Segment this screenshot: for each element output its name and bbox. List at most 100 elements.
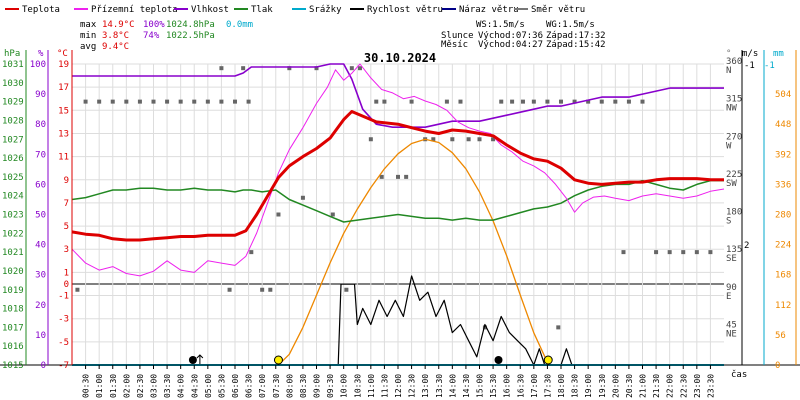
sunrise-icon	[273, 355, 283, 365]
x-tick-label: 17:00	[530, 374, 539, 398]
wind-dir-point	[97, 99, 102, 104]
tick-label-direction: 315	[726, 95, 742, 105]
tick-label-pressure: 1028	[2, 116, 24, 126]
tick-label-temp: 19	[58, 60, 69, 70]
wind-dir-point	[654, 250, 659, 255]
tick-label-direction-name: N	[726, 66, 731, 76]
tick-label-pressure: 1016	[2, 342, 24, 352]
series-line-vlhkost	[72, 63, 724, 128]
wind-dir-point	[219, 66, 224, 71]
tick-label-temp: 11	[58, 153, 69, 163]
unit-deg: °	[726, 49, 731, 59]
x-tick-label: 16:30	[516, 374, 525, 398]
tick-label-pressure: 1021	[2, 248, 24, 258]
tick-label-solar: 112	[775, 301, 791, 311]
wind-dir-point	[330, 212, 335, 217]
tick-label-humidity: 20	[35, 301, 46, 311]
unit-ms: m/s	[742, 49, 758, 59]
wind-dir-point	[444, 99, 449, 104]
moonrise-icon	[188, 356, 197, 364]
wind-dir-point	[227, 287, 232, 292]
tick-label-direction: 180	[726, 208, 742, 218]
wind-dir-point	[124, 99, 129, 104]
legend-label: Směr větru	[531, 5, 585, 15]
tick-label-humidity: 30	[35, 271, 46, 281]
x-tick-label: 05:30	[217, 374, 226, 398]
tick-label-humidity: 40	[35, 241, 46, 251]
wind-dir-point	[382, 99, 387, 104]
tick-label-temp: 7	[64, 199, 69, 209]
unit-hpa: hPa	[4, 49, 20, 59]
moonset-icon	[494, 356, 503, 364]
tick-label-temp: -7	[58, 361, 69, 371]
info-ws: WS:1.5m/s	[476, 20, 525, 30]
wind-dir-point	[510, 99, 515, 104]
x-tick-label: 02:00	[122, 374, 131, 398]
tick-label-pressure: 1019	[2, 286, 24, 296]
stats-min-press: 1022.5hPa	[166, 31, 215, 41]
tick-label-pressure: 1027	[2, 135, 24, 145]
x-tick-label: 09:00	[313, 374, 322, 398]
tick-label-temp: 3	[64, 245, 69, 255]
x-tick-label: 15:30	[489, 374, 498, 398]
x-tick-label: 07:00	[258, 374, 267, 398]
tick-label-temp: 1	[64, 268, 69, 278]
wind-dir-point	[545, 99, 550, 104]
x-tick-label: 19:30	[598, 374, 607, 398]
wind-dir-point	[357, 66, 362, 71]
tick-label-humidity: 0	[41, 361, 46, 371]
tick-label-direction-name: S	[726, 217, 731, 227]
tick-label-wind: -1	[744, 61, 755, 71]
wind-dir-point	[374, 99, 379, 104]
tick-label-solar: 224	[775, 241, 791, 251]
tick-label-direction-name: NE	[726, 329, 737, 339]
tick-label-humidity: 10	[35, 331, 46, 341]
wind-dir-point	[349, 66, 354, 71]
tick-label-pressure: 1018	[2, 305, 24, 315]
info-moon-label: Měsíc	[441, 40, 468, 50]
x-tick-label: 13:00	[421, 374, 430, 398]
tick-label-solar: 336	[775, 180, 791, 190]
chart-legend: Teplota Přízemní teplota Vlhkost Tlak Srážky…	[5, 5, 585, 15]
tick-label-pressure: 1015	[2, 361, 24, 371]
tick-label-temp: 0	[64, 280, 69, 290]
x-tick-label: 23:30	[706, 374, 715, 398]
wind-dir-point	[694, 250, 699, 255]
x-tick-label: 11:30	[380, 374, 389, 398]
x-tick-label: 20:30	[625, 374, 634, 398]
stats-max-press: 1024.8hPa	[166, 20, 215, 30]
wind-dir-point	[466, 137, 471, 142]
info-moonset: Západ:15:42	[546, 40, 606, 50]
wind-dir-point	[482, 325, 487, 330]
x-tick-label: 08:30	[299, 374, 308, 398]
wind-dir-point	[681, 250, 686, 255]
tick-label-pressure: 1031	[2, 60, 24, 70]
wind-dir-point	[165, 99, 170, 104]
info-block: WS:1.5m/s WG:1.5m/s Slunce Východ:07:36 …	[441, 20, 606, 50]
x-tick-label: 03:30	[163, 374, 172, 398]
sun-moon-markers	[188, 354, 553, 365]
x-tick-label: 01:30	[109, 374, 118, 398]
tick-label-solar: 504	[775, 90, 791, 100]
wind-dir-point	[314, 66, 319, 71]
tick-label-pressure: 1029	[2, 98, 24, 108]
tick-label-temp: -5	[58, 338, 69, 348]
x-tick-label: 06:30	[245, 374, 254, 398]
tick-label-wind: 2	[744, 241, 749, 251]
x-tick-label: 16:00	[503, 374, 512, 398]
x-tick-label: 00:30	[82, 374, 91, 398]
tick-label-pressure: 1022	[2, 229, 24, 239]
tick-label-temp: 9	[64, 176, 69, 186]
unit-cas: čas	[731, 369, 747, 380]
stats-min-label: min	[80, 31, 96, 41]
wind-dir-point	[368, 137, 373, 142]
tick-label-solar: 280	[775, 211, 791, 221]
x-tick-label: 02:30	[136, 374, 145, 398]
wind-dir-point	[586, 99, 591, 104]
tick-label-direction-name: NW	[726, 104, 737, 114]
tick-label-pressure: 1025	[2, 173, 24, 183]
tick-label-solar: 0	[775, 361, 780, 371]
wind-dir-point	[287, 66, 292, 71]
info-moonrise: Východ:04:27	[478, 40, 543, 50]
tick-label-humidity: 50	[35, 211, 46, 221]
